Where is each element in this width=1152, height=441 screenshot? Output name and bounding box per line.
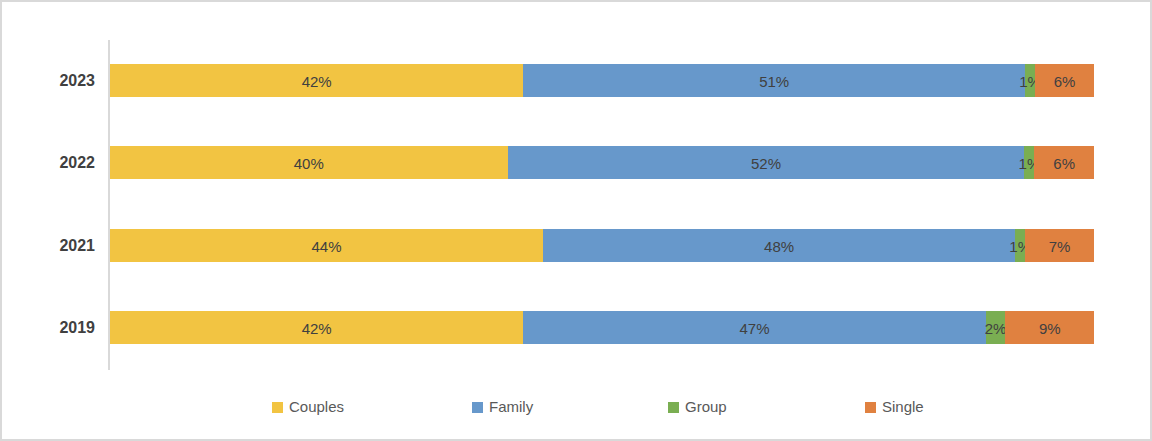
bar-row-2021: 44% 48% 1% 7% [110,229,1094,262]
legend-marker-single-icon [865,402,876,413]
data-label: 6% [1053,154,1075,171]
legend-marker-group-icon [668,402,679,413]
bar-segment-group-2019: 2% [986,311,1006,344]
bar-segment-family-2021: 48% [543,229,1015,262]
data-label: 9% [1039,319,1061,336]
bar-row-2019: 42% 47% 2% 9% [110,311,1094,344]
category-label-2021: 2021 [2,229,95,262]
bar-segment-single-2021: 7% [1025,229,1094,262]
data-label: 2% [985,319,1007,336]
legend-item-group: Group [668,398,727,416]
stacked-bar-chart: 2023 42% 51% 1% 6% 2022 40% 52% 1% 6% 2021 44% 48% 1%… [0,0,1152,441]
legend-marker-family-icon [472,402,483,413]
data-label: 44% [311,237,341,254]
bar-segment-family-2023: 51% [523,64,1025,97]
legend-label-couples: Couples [289,398,344,416]
bar-segment-group-2022: 1% [1024,146,1034,179]
bar-segment-couples-2022: 40% [110,146,508,179]
data-label: 40% [294,154,324,171]
legend-item-couples: Couples [272,398,344,416]
data-label: 42% [302,319,332,336]
data-label: 51% [759,72,789,89]
bar-segment-group-2023: 1% [1025,64,1035,97]
bar-segment-single-2022: 6% [1034,146,1094,179]
bar-segment-single-2019: 9% [1005,311,1094,344]
bar-segment-group-2021: 1% [1015,229,1025,262]
category-label-2022: 2022 [2,146,95,179]
data-label: 42% [302,72,332,89]
legend-label-family: Family [489,398,533,416]
bar-segment-couples-2023: 42% [110,64,523,97]
legend-label-single: Single [882,398,924,416]
bar-row-2023: 42% 51% 1% 6% [110,64,1094,97]
bar-segment-family-2019: 47% [523,311,985,344]
data-label: 47% [740,319,770,336]
legend-marker-couples-icon [272,402,283,413]
category-label-2023: 2023 [2,64,95,97]
legend-label-group: Group [685,398,727,416]
data-label: 48% [764,237,794,254]
legend-item-single: Single [865,398,924,416]
bar-segment-single-2023: 6% [1035,64,1094,97]
data-label: 7% [1049,237,1071,254]
category-label-2019: 2019 [2,311,95,344]
data-label: 6% [1054,72,1076,89]
bar-row-2022: 40% 52% 1% 6% [110,146,1094,179]
data-label: 52% [751,154,781,171]
legend-item-family: Family [472,398,533,416]
bar-segment-couples-2019: 42% [110,311,523,344]
bar-segment-family-2022: 52% [508,146,1025,179]
bar-segment-couples-2021: 44% [110,229,543,262]
